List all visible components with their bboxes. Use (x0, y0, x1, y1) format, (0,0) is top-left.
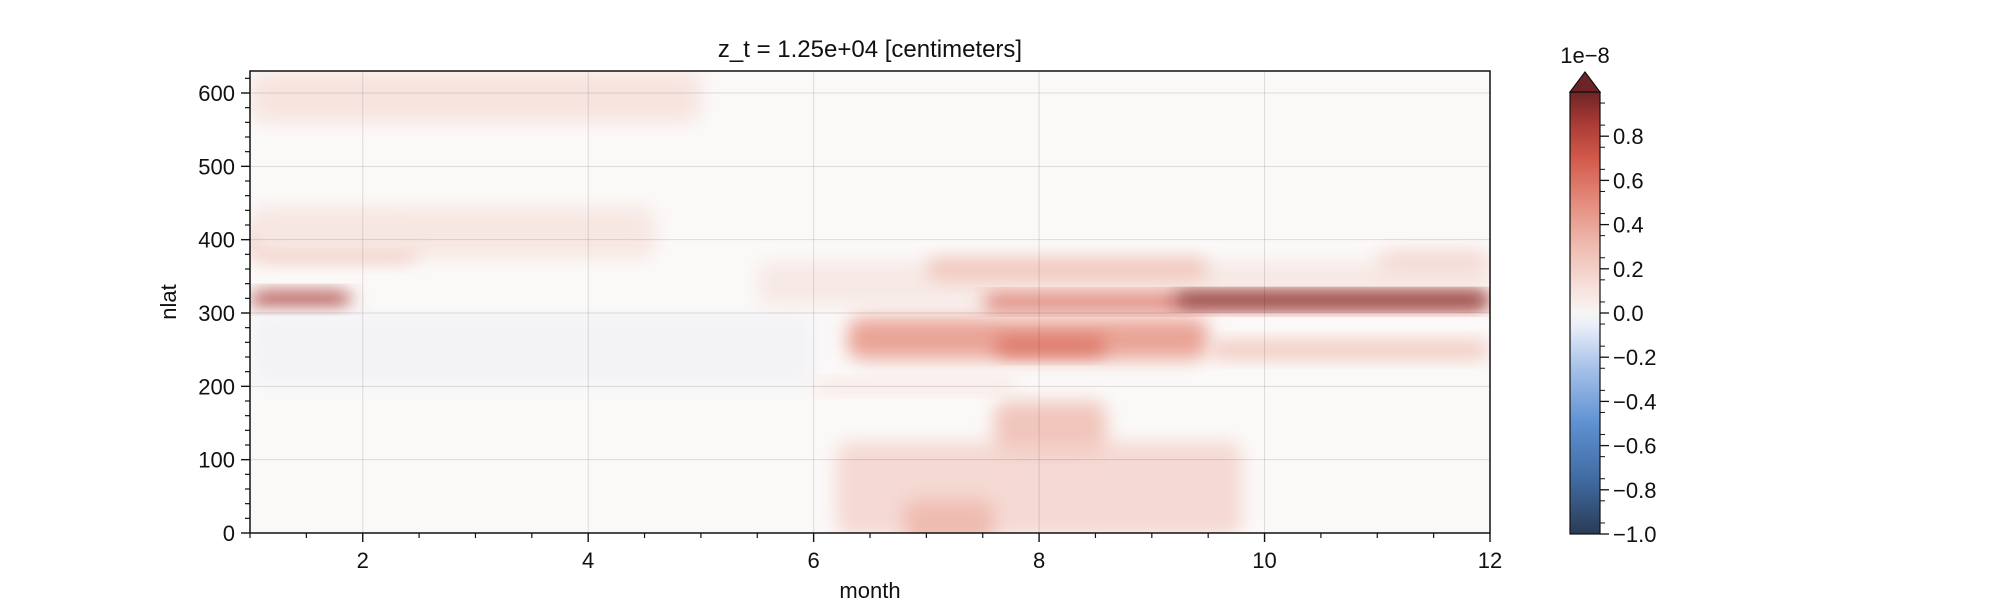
y-tick-label: 200 (198, 374, 235, 399)
x-tick-label: 2 (357, 548, 369, 573)
chart-title: z_t = 1.25e+04 [centimeters] (718, 36, 1022, 63)
colorbar-tick-label: −0.4 (1613, 389, 1656, 414)
heatmap-feature-4 (250, 71, 701, 123)
colorbar-tick-label: 0.0 (1613, 301, 1644, 326)
heatmap-field (250, 71, 1490, 533)
x-tick-label: 12 (1478, 548, 1502, 573)
y-tick-label: 500 (198, 154, 235, 179)
grid-lines (250, 71, 1490, 533)
x-axis-label: month (839, 578, 900, 600)
y-tick-label: 400 (198, 228, 235, 253)
y-axis-label: nlat (156, 284, 181, 319)
heatmap-feature-1 (250, 292, 352, 308)
heatmap-feature-9 (994, 337, 1107, 355)
heatmap-feature-15 (903, 500, 994, 533)
x-tick-label: 6 (808, 548, 820, 573)
heatmap-feature-3 (250, 206, 656, 258)
colorbar-ticks: 0.8 0.6 0.4 0.2 0.0 −0.2 −0.4 −0.6 −0.8 −1.0 (1600, 102, 1656, 547)
colorbar-tick-label: −1.0 (1613, 522, 1656, 547)
y-tick-label: 600 (198, 81, 235, 106)
colorbar-multiplier: 1e−8 (1560, 43, 1610, 68)
y-axis: 0 100 200 300 400 500 600 (198, 77, 250, 546)
y-tick-label: 100 (198, 448, 235, 473)
heatmap-feature-5 (250, 313, 814, 387)
heatmap-feature-17 (813, 380, 1017, 393)
colorbar-tick-label: −0.8 (1613, 478, 1656, 503)
y-tick-label: 300 (198, 301, 235, 326)
colorbar-tick-label: −0.6 (1613, 434, 1656, 459)
x-tick-label: 8 (1033, 548, 1045, 573)
x-tick-label: 10 (1252, 548, 1276, 573)
x-tick-label: 4 (582, 548, 594, 573)
heatmap-feature-11 (1174, 293, 1490, 306)
x-axis: 2 4 6 8 10 12 (249, 533, 1502, 573)
colorbar-extend-arrow (1568, 71, 1602, 93)
heatmap-feature-12 (1208, 340, 1490, 359)
heatmap-feature-13 (1377, 250, 1490, 273)
colorbar-tick-label: −0.2 (1613, 345, 1656, 370)
heatmap-feature-7 (926, 258, 1209, 280)
colorbar-tick-label: 0.8 (1613, 124, 1644, 149)
colorbar-tick-label: 0.6 (1613, 168, 1644, 193)
colorbar-tick-label: 0.2 (1613, 257, 1644, 282)
colorbar-tick-label: 0.4 (1613, 213, 1644, 238)
y-tick-label: 0 (223, 521, 235, 546)
heatmap-feature-16 (994, 401, 1107, 453)
colorbar-gradient (1570, 92, 1600, 534)
colorbar: 0.8 0.6 0.4 0.2 0.0 −0.2 −0.4 −0.6 −0.8 −1.0 1e−8 (1560, 43, 1656, 547)
